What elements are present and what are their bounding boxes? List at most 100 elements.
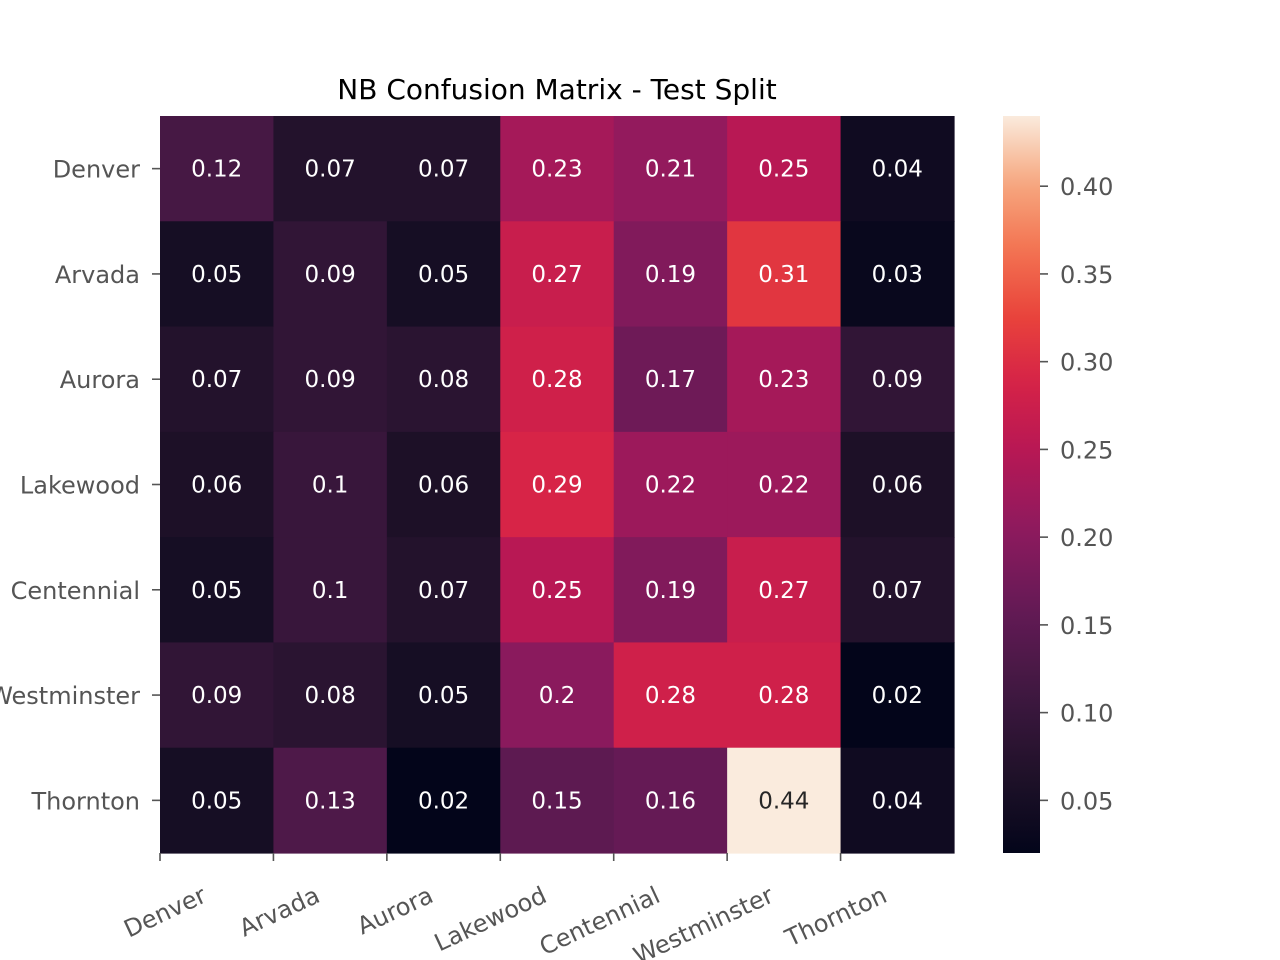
heatmap-cell	[386, 221, 501, 328]
colorbar-tick-label: 0.05	[1060, 787, 1113, 815]
cell-annotation: 0.07	[305, 157, 356, 183]
cell-annotation: 0.15	[531, 788, 582, 814]
heatmap-cell	[840, 642, 955, 749]
heatmap-cell	[500, 537, 615, 644]
x-tick-label: Lakewood	[430, 881, 551, 957]
cell-annotation: 0.28	[645, 683, 696, 709]
y-tick-label: Westminster	[0, 682, 140, 710]
cell-annotation: 0.05	[418, 262, 469, 288]
cell-annotation: 0.27	[758, 578, 809, 604]
heatmap-cell	[273, 326, 388, 433]
y-axis: Denver Arvada Aurora Lakewood Centennial West…	[0, 156, 160, 815]
heatmap-cell	[273, 537, 388, 644]
heatmap-cell	[613, 431, 728, 538]
heatmap-cell	[160, 221, 275, 328]
x-tick-label: Arvada	[235, 881, 324, 942]
colorbar-axis: 0.05 0.10 0.15 0.20 0.25 0.30 0.35 0.40	[1040, 173, 1113, 815]
cell-annotation: 0.21	[645, 157, 696, 183]
heatmap-cell	[500, 747, 615, 854]
cell-annotation: 0.07	[191, 367, 242, 393]
heatmap-cell	[160, 116, 275, 222]
colorbar-tick-label: 0.10	[1060, 700, 1113, 728]
cell-annotation: 0.28	[758, 683, 809, 709]
cell-annotation: 0.25	[758, 157, 809, 183]
y-tick-label: Aurora	[60, 366, 140, 394]
cell-annotation: 0.2	[539, 683, 576, 709]
heatmap-cell	[613, 537, 728, 644]
cell-annotation: 0.19	[645, 578, 696, 604]
heatmap-cell	[613, 221, 728, 328]
heatmap-cell	[727, 747, 842, 854]
cell-annotation: 0.07	[418, 157, 469, 183]
heatmap-cells	[160, 116, 955, 854]
heatmap-cell	[386, 326, 501, 433]
cell-annotation: 0.02	[872, 683, 923, 709]
cell-annotation: 0.07	[418, 578, 469, 604]
heatmap-cell	[386, 537, 501, 644]
heatmap-cell	[386, 116, 501, 222]
heatmap-cell	[160, 431, 275, 538]
cell-annotation: 0.06	[191, 473, 242, 499]
y-tick-label: Thornton	[30, 787, 140, 815]
heatmap-cell	[727, 221, 842, 328]
cell-annotation: 0.23	[758, 367, 809, 393]
cell-annotation: 0.1	[312, 473, 349, 499]
cell-annotation: 0.17	[645, 367, 696, 393]
heatmap-cell	[500, 431, 615, 538]
heatmap-cell	[500, 221, 615, 328]
heatmap-cell	[613, 116, 728, 222]
heatmap-cell	[273, 747, 388, 854]
cell-annotation: 0.19	[645, 262, 696, 288]
cell-annotation: 0.27	[531, 262, 582, 288]
heatmap-cell	[160, 537, 275, 644]
heatmap-cell	[273, 642, 388, 749]
heatmap-cell	[840, 221, 955, 328]
heatmap-cell	[613, 642, 728, 749]
cell-annotation: 0.05	[191, 262, 242, 288]
colorbar-tick-label: 0.35	[1060, 261, 1113, 289]
heatmap-cell	[727, 431, 842, 538]
heatmap-cell	[386, 747, 501, 854]
heatmap-cell	[500, 116, 615, 222]
cell-annotation: 0.05	[191, 788, 242, 814]
colorbar-tick-label: 0.40	[1060, 173, 1113, 201]
heatmap-cell	[500, 326, 615, 433]
cell-annotation: 0.23	[531, 157, 582, 183]
heatmap-cell	[386, 642, 501, 749]
cell-annotation: 0.04	[872, 157, 923, 183]
cell-annotation: 0.09	[305, 262, 356, 288]
cell-annotation: 0.44	[758, 788, 809, 814]
heatmap-cell	[273, 431, 388, 538]
cell-annotation: 0.1	[312, 578, 349, 604]
colorbar-tick-label: 0.25	[1060, 436, 1113, 464]
heatmap-cell	[160, 642, 275, 749]
heatmap-cell	[727, 116, 842, 222]
heatmap-cell	[727, 537, 842, 644]
y-tick-label: Lakewood	[20, 472, 140, 500]
heatmap-cell	[160, 326, 275, 433]
heatmap-cell	[273, 221, 388, 328]
cell-annotation: 0.31	[758, 262, 809, 288]
cell-annotation: 0.09	[872, 367, 923, 393]
cell-annotation: 0.08	[305, 683, 356, 709]
colorbar-tick-label: 0.20	[1060, 524, 1113, 552]
cell-annotation: 0.05	[191, 578, 242, 604]
cell-annotation: 0.28	[531, 367, 582, 393]
heatmap-cell	[840, 747, 955, 854]
cell-annotations: 0.12 0.07 0.07 0.23 0.21 0.25 0.04 0.05 0.09 0.05…	[191, 157, 923, 815]
cell-annotation: 0.08	[418, 367, 469, 393]
cell-annotation: 0.06	[418, 473, 469, 499]
heatmap-cell	[160, 747, 275, 854]
cell-annotation: 0.02	[418, 788, 469, 814]
heatmap-cell	[273, 116, 388, 222]
cell-annotation: 0.09	[305, 367, 356, 393]
heatmap-cell	[386, 431, 501, 538]
cell-annotation: 0.05	[418, 683, 469, 709]
cell-annotation: 0.22	[758, 473, 809, 499]
chart-title: NB Confusion Matrix - Test Split	[337, 73, 776, 106]
colorbar-tick-label: 0.15	[1060, 612, 1113, 640]
colorbar	[1003, 116, 1040, 853]
heatmap-cell	[613, 326, 728, 433]
cell-annotation: 0.04	[872, 788, 923, 814]
